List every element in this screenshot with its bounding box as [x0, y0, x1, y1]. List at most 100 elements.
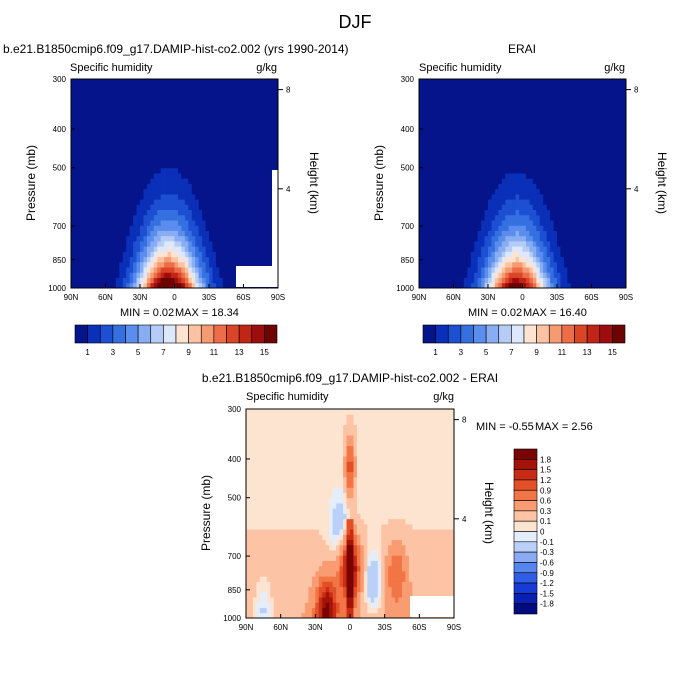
field-cell: [560, 120, 565, 127]
field-cell: [439, 178, 444, 184]
field-cell: [622, 167, 626, 174]
field-cell: [164, 94, 168, 101]
field-cell: [515, 183, 520, 190]
field-cell: [570, 141, 575, 148]
field-cell: [560, 162, 565, 169]
field-cell: [198, 209, 203, 216]
field-cell: [236, 188, 241, 195]
field-cell: [77, 162, 82, 169]
field-cell: [202, 115, 206, 122]
field-cell: [605, 136, 610, 143]
field-cell: [622, 225, 626, 231]
field-cell: [488, 246, 492, 252]
field-cell: [77, 183, 82, 190]
field-cell: [436, 230, 441, 237]
field-cell: [205, 79, 210, 85]
field-cell: [515, 282, 520, 288]
field-cell: [498, 183, 503, 190]
field-cell: [543, 115, 548, 122]
field-cell: [195, 251, 200, 258]
field-cell: [491, 183, 496, 190]
field-cell: [546, 204, 551, 211]
field-cell: [191, 282, 196, 288]
field-cell: [105, 282, 110, 288]
field-cell: [246, 167, 251, 174]
field-cell: [209, 193, 213, 200]
field-cell: [264, 256, 269, 263]
field-cell: [546, 162, 551, 169]
field-cell: [250, 246, 255, 252]
field-cell: [95, 193, 99, 200]
field-cell: [570, 115, 575, 122]
field-cell: [488, 105, 492, 111]
field-cell: [209, 240, 213, 247]
field-cell: [122, 120, 127, 127]
field-cell: [198, 167, 203, 174]
field-cell: [619, 94, 623, 101]
field-cell: [481, 167, 485, 174]
field-cell: [98, 256, 103, 263]
field-cell: [84, 120, 89, 127]
field-cell: [119, 110, 124, 116]
field-cell: [598, 173, 603, 179]
field-cell: [146, 209, 151, 216]
field-cell: [498, 136, 503, 143]
field-cell: [546, 99, 551, 106]
field-cell: [536, 193, 541, 200]
field-cell: [150, 110, 155, 116]
field-cell: [226, 220, 231, 226]
field-cell: [195, 199, 200, 205]
field-cell: [615, 256, 620, 263]
field-cell: [429, 131, 434, 137]
field-cell: [484, 204, 489, 211]
colorbar-swatch: [511, 324, 525, 344]
field-cell: [115, 141, 120, 148]
field-cell: [102, 173, 106, 179]
field-cell: [591, 188, 596, 195]
field-cell: [236, 193, 241, 200]
field-cell: [74, 126, 79, 132]
field-cell: [432, 178, 437, 184]
field-cell: [212, 246, 217, 252]
field-cell: [260, 183, 265, 190]
field-cell: [274, 105, 278, 111]
field-cell: [543, 220, 548, 226]
field-cell: [529, 251, 534, 258]
field-cell: [133, 79, 137, 85]
field-cell: [488, 126, 492, 132]
field-cell: [119, 84, 124, 90]
field-cell: [71, 167, 75, 174]
field-cell: [553, 131, 558, 137]
field-cell: [198, 204, 203, 211]
field-cell: [584, 199, 589, 205]
field-cell: [136, 261, 141, 268]
field-cell: [432, 256, 437, 263]
field-cell: [446, 214, 451, 221]
field-cell: [133, 146, 137, 153]
field-cell: [539, 261, 544, 268]
field-cell: [77, 79, 82, 85]
field-cell: [439, 272, 444, 278]
field-cell: [446, 152, 451, 158]
field-cell: [108, 188, 113, 195]
field-cell: [215, 277, 220, 284]
field-cell: [574, 261, 579, 268]
field-cell: [494, 251, 499, 258]
field-cell: [536, 256, 541, 263]
field-cell: [133, 126, 137, 132]
field-cell: [422, 235, 427, 242]
field-cell: [105, 167, 110, 174]
field-cell: [512, 199, 516, 205]
field-cell: [491, 214, 496, 221]
field-cell: [463, 110, 468, 116]
field-cell: [119, 220, 124, 226]
field-cell: [133, 183, 137, 190]
field-cell: [605, 225, 610, 231]
field-cell: [77, 146, 82, 153]
field-cell: [419, 240, 423, 247]
field-cell: [177, 225, 182, 231]
field-cell: [615, 225, 620, 231]
field-cell: [71, 183, 75, 190]
field-cell: [160, 214, 165, 221]
field-cell: [619, 183, 623, 190]
